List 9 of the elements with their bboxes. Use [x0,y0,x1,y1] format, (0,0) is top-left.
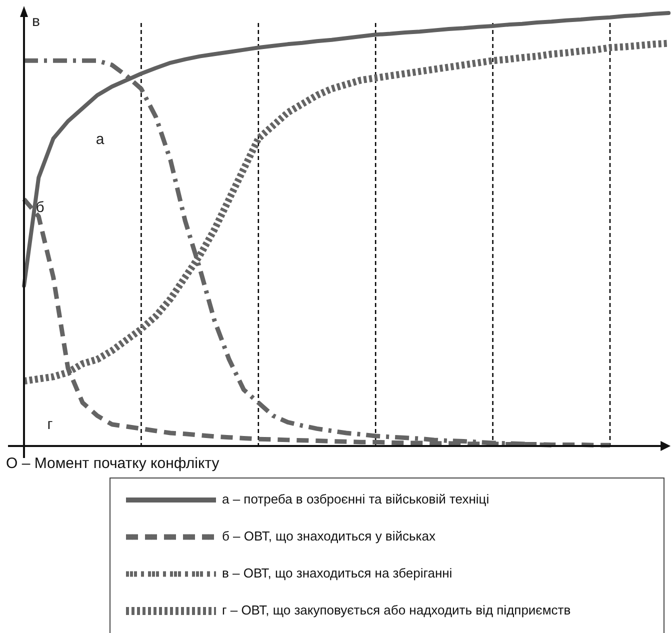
annotation: б [36,198,44,216]
annotation: г [47,416,54,433]
annotation: в [32,12,40,30]
annotation: а [96,130,105,148]
x-axis-title: О – Момент початку конфлікту [6,455,220,472]
legend-label: б – ОВТ, що знаходиться у військах [222,528,436,544]
legend-label: в – ОВТ, що знаходиться на зберіганні [222,565,452,580]
legend-label: а – потреба в озброєнні та військовій техніці [222,491,490,506]
legend-label: г – ОВТ, що закуповується або надходить від підприємств [222,602,571,618]
